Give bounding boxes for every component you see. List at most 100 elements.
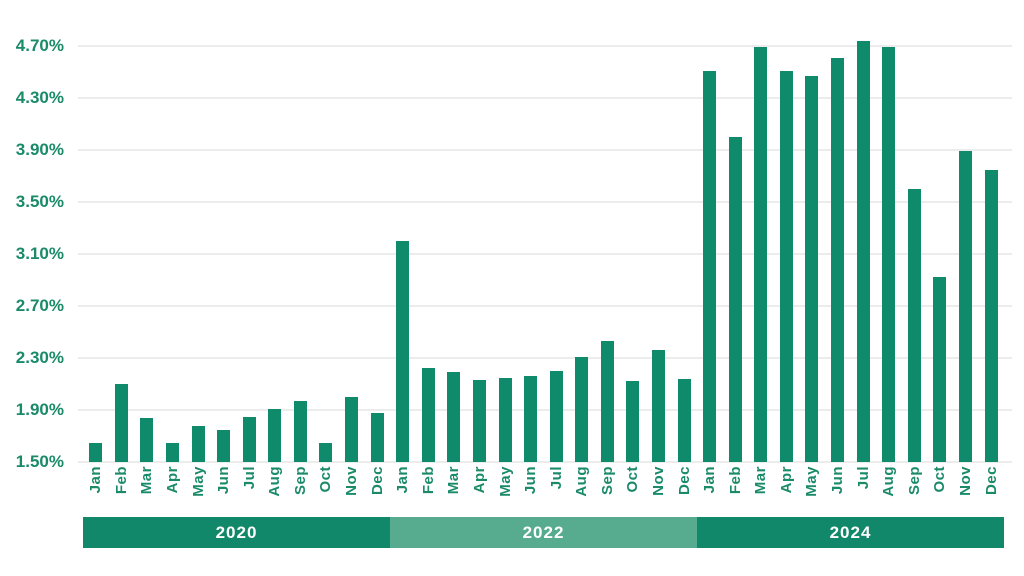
month-label: Jul: [854, 466, 872, 490]
month-label: May: [189, 466, 207, 497]
bar: [652, 350, 665, 462]
bar-slot: [492, 377, 518, 462]
month-label: Apr: [777, 466, 795, 494]
x-axis-tick: May: [799, 466, 825, 497]
x-axis: Jan Feb Mar Apr May Jun Jul Aug Sep Oct Nov Dec Jan F…: [83, 466, 1004, 516]
x-axis-tick: May: [185, 466, 211, 497]
bar-slot: [850, 40, 876, 462]
bar: [779, 70, 793, 462]
bar-slot: [978, 169, 1004, 462]
bar-slot: [722, 137, 748, 462]
bar-slot: [339, 397, 365, 462]
bar-slot: [160, 442, 186, 462]
bar-slot: [83, 442, 109, 462]
month-label: Aug: [573, 466, 591, 497]
x-axis-tick: Apr: [774, 466, 800, 493]
x-axis-tick: Aug: [569, 466, 595, 497]
month-label: Mar: [445, 466, 463, 495]
month-label: Dec: [368, 466, 386, 496]
month-label: May: [496, 466, 514, 497]
bar-slot: [569, 356, 595, 462]
bar-slot: [543, 371, 569, 462]
month-label: Mar: [752, 466, 770, 495]
bar: [242, 416, 256, 462]
plot-area: [78, 40, 1012, 463]
month-label: Sep: [291, 466, 309, 496]
month-label: Dec: [982, 466, 1000, 496]
month-label: Jul: [547, 466, 565, 490]
y-axis-tick-label: 3.10%: [15, 244, 64, 263]
x-axis-tick: Jun: [211, 466, 237, 494]
bar-slot: [467, 380, 493, 462]
bar: [191, 425, 205, 462]
month-label: Jun: [215, 466, 233, 495]
bar: [421, 368, 435, 462]
bar: [575, 356, 589, 462]
x-axis-tick: May: [492, 466, 518, 497]
y-axis-tick-label: 1.50%: [15, 452, 64, 471]
month-label: Sep: [905, 466, 923, 496]
gridline: [78, 409, 1012, 411]
y-axis: 1.50% 1.90% 2.30% 2.70% 3.10% 3.50% 3.90% 4.30%…: [0, 36, 64, 471]
gridline: [78, 305, 1012, 307]
x-axis-tick: Apr: [160, 466, 186, 493]
bar-slot: [620, 381, 646, 462]
bars-layer: [83, 40, 1004, 462]
bar: [831, 57, 845, 462]
bar-slot: [774, 70, 800, 462]
x-axis-tick: Apr: [467, 466, 493, 493]
bar-slot: [185, 425, 211, 462]
bar-slot: [671, 378, 697, 462]
month-label: May: [803, 466, 821, 497]
x-axis-tick: Jan: [697, 466, 723, 493]
bar-slot: [262, 408, 288, 462]
x-axis-tick: Jul: [850, 466, 876, 489]
x-axis-tick: Feb: [722, 466, 748, 494]
x-axis-tick: Feb: [416, 466, 442, 494]
x-axis-tick: Jul: [236, 466, 262, 489]
month-label: Jan: [701, 466, 719, 494]
bar-slot: [134, 417, 160, 462]
x-axis-tick: Aug: [262, 466, 288, 497]
bar-slot: [927, 277, 953, 462]
x-axis-tick: Jun: [518, 466, 544, 494]
bar: [805, 75, 819, 462]
bar-slot: [953, 151, 979, 462]
bar-slot: [416, 368, 442, 462]
bar-slot: [390, 241, 416, 462]
bar-slot: [364, 412, 390, 462]
x-axis-tick: Dec: [364, 466, 390, 495]
bar: [703, 70, 717, 462]
y-axis-tick-label: 4.70%: [15, 36, 64, 55]
month-label: Jan: [87, 466, 105, 494]
bar: [498, 377, 512, 462]
month-label: Oct: [624, 466, 642, 493]
x-axis-tick: Jun: [825, 466, 851, 494]
bar-slot: [902, 189, 928, 462]
bar: [472, 380, 486, 462]
x-axis-tick: Dec: [671, 466, 697, 495]
bar: [524, 376, 538, 462]
x-axis-tick: Dec: [978, 466, 1004, 495]
x-axis-tick: Jan: [83, 466, 109, 493]
month-label: Oct: [931, 466, 949, 493]
bar: [933, 277, 947, 462]
x-axis-tick: Mar: [441, 466, 467, 494]
month-label: Sep: [598, 466, 616, 496]
bar: [114, 384, 128, 462]
bar: [984, 169, 998, 462]
month-label: Apr: [470, 466, 488, 494]
bar: [958, 151, 972, 462]
gridline: [78, 253, 1012, 255]
x-axis-tick: Jan: [390, 466, 416, 493]
bar-slot: [697, 70, 723, 462]
bar: [856, 40, 870, 462]
bar: [754, 47, 768, 462]
bar-slot: [595, 341, 621, 462]
bar: [217, 429, 231, 462]
bar: [140, 417, 154, 462]
bar: [600, 341, 614, 462]
bar: [907, 189, 921, 462]
x-axis-tick: Sep: [902, 466, 928, 495]
month-label: Feb: [419, 466, 437, 495]
